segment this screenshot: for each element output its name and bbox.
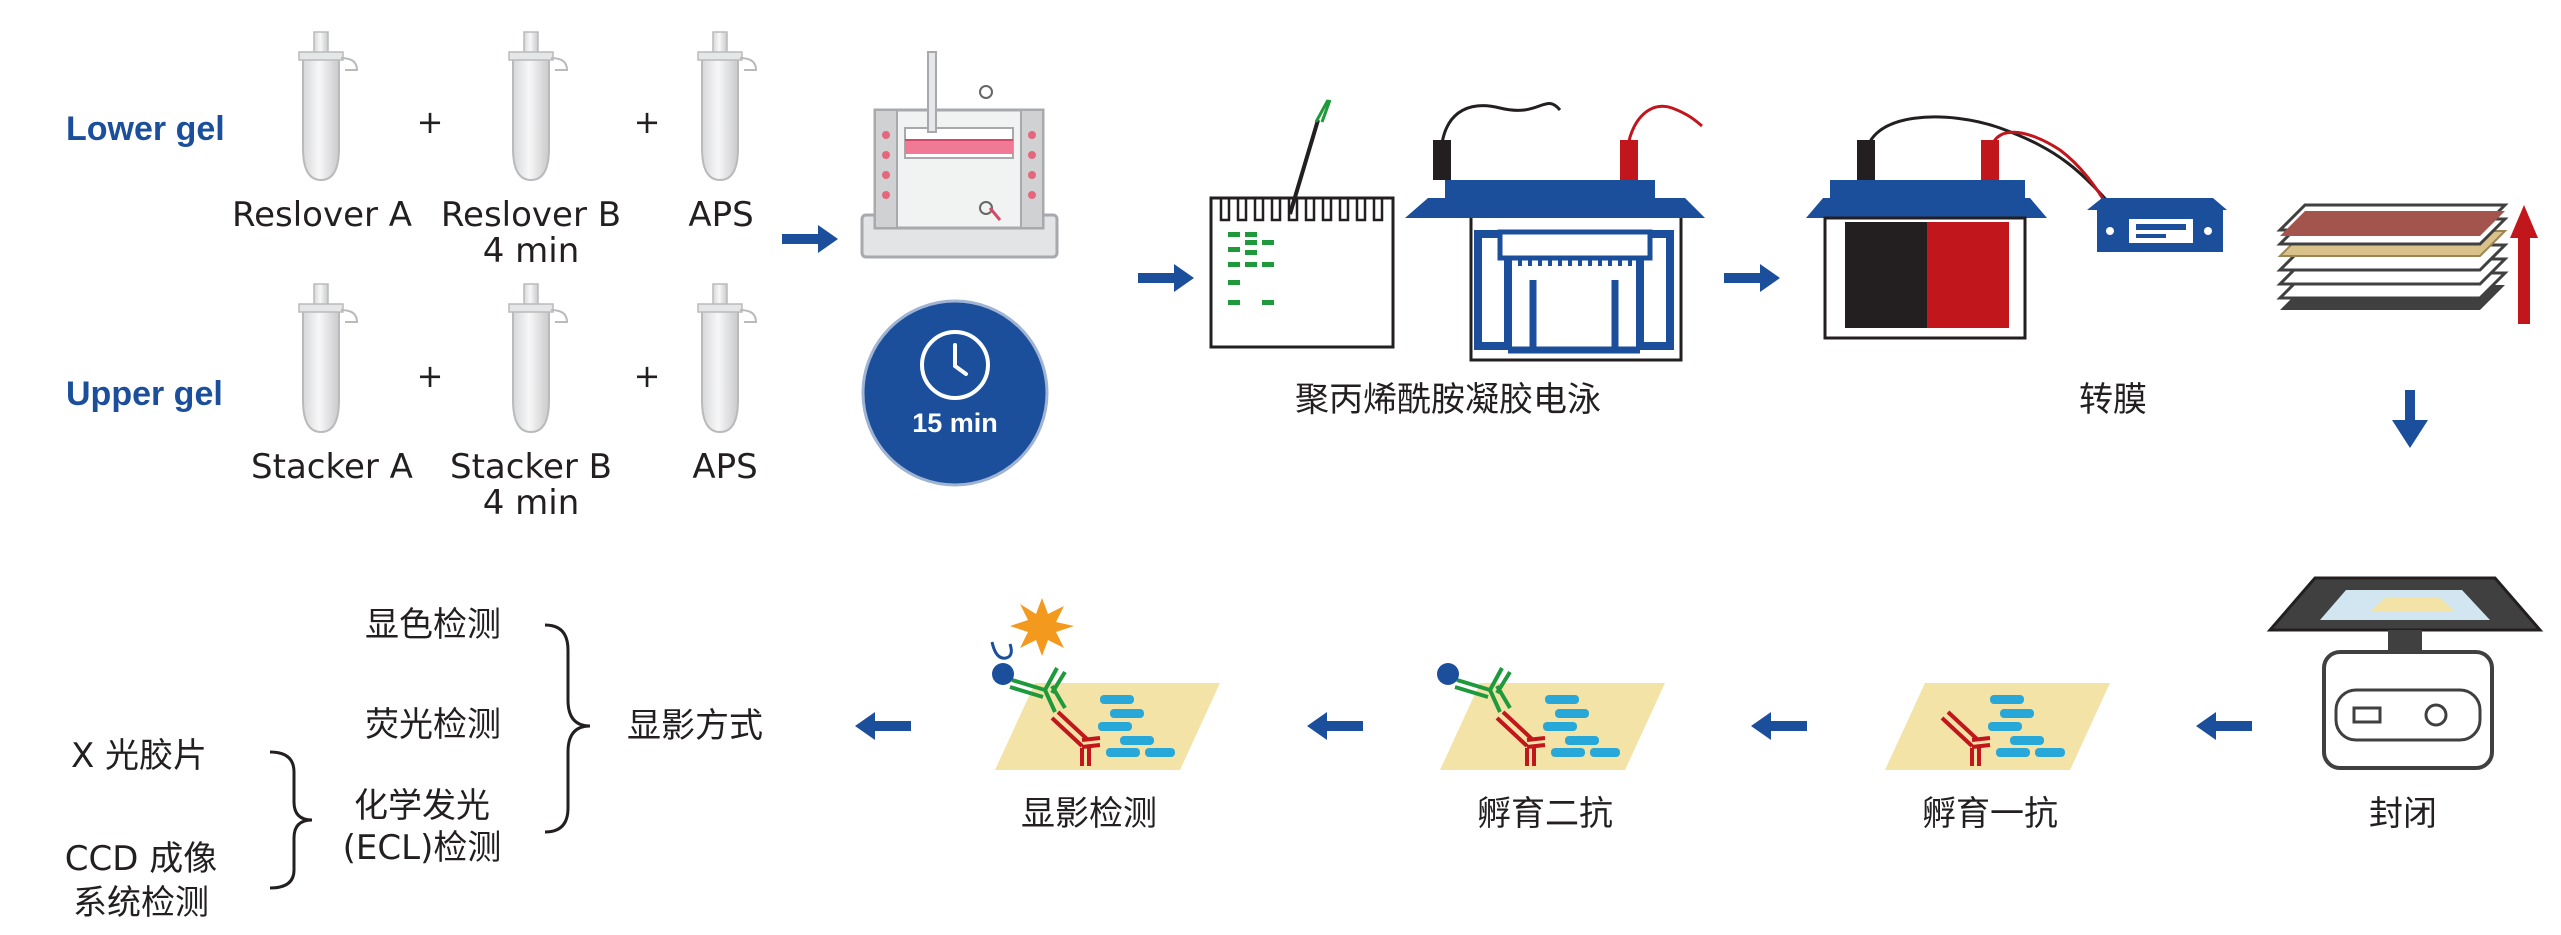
- method-ecl-line1: 化学发光: [354, 786, 490, 826]
- plus-sign: +: [416, 357, 444, 395]
- timer-icon: [861, 299, 1049, 487]
- shaker-icon: [2266, 576, 2544, 770]
- step-transfer: 转膜: [2079, 380, 2147, 420]
- step-methods: 显影方式: [627, 706, 763, 746]
- lower-gel-time: 4 min: [482, 231, 580, 271]
- aps-upper-label: APS: [692, 447, 758, 487]
- step-primary-antibody: 孵育一抗: [1922, 794, 2058, 834]
- method-ccd-line1: CCD 成像: [64, 839, 218, 879]
- plus-sign: +: [633, 357, 661, 395]
- step-electrophoresis: 聚丙烯酰胺凝胶电泳: [1295, 380, 1601, 420]
- tube-aps-upper: [697, 283, 757, 433]
- upper-gel-time: 4 min: [482, 483, 580, 523]
- primary-antibody-icon: [1885, 683, 2110, 770]
- gel-bands-icon: [1209, 99, 1395, 349]
- method-xray: X 光胶片: [70, 736, 208, 776]
- gel-casting-icon: [860, 51, 1059, 259]
- detection-icon: [990, 598, 1220, 770]
- tube-stacker-b: [508, 283, 568, 433]
- arrow-right-1: [782, 225, 838, 253]
- tube-stacker-a: [298, 283, 358, 433]
- timer-label: 15 min: [912, 408, 998, 438]
- tube-reslover-a: [298, 31, 358, 181]
- step-blocking: 封闭: [2369, 794, 2437, 834]
- brace-right: [544, 623, 591, 834]
- step-secondary-antibody: 孵育二抗: [1477, 794, 1613, 834]
- arrow-left-3: [1307, 712, 1363, 740]
- plus-sign: +: [633, 103, 661, 141]
- transfer-sandwich-icon: [2276, 203, 2538, 324]
- upper-gel-title: Upper gel: [66, 375, 223, 413]
- transfer-tank-icon: [1806, 115, 2122, 340]
- arrow-down: [2392, 390, 2428, 448]
- method-fluorescent: 荧光检测: [365, 705, 501, 745]
- plus-sign: +: [416, 103, 444, 141]
- stacker-b-label: Stacker B: [450, 447, 612, 487]
- tube-aps-lower: [697, 31, 757, 181]
- lower-gel-title: Lower gel: [66, 110, 225, 148]
- electrophoresis-tank-icon: [1405, 102, 1705, 362]
- aps-lower-label: APS: [688, 195, 754, 235]
- arrow-right-3: [1724, 264, 1780, 292]
- power-supply-icon: [2087, 198, 2227, 252]
- reslover-a-label: Reslover A: [231, 195, 413, 235]
- arrow-left-4: [855, 712, 911, 740]
- arrow-right-2: [1138, 264, 1194, 292]
- brace-left: [269, 750, 313, 890]
- stacker-a-label: Stacker A: [251, 447, 413, 487]
- step-detection: 显影检测: [1021, 794, 1157, 834]
- method-chromogenic: 显色检测: [365, 605, 501, 645]
- reslover-b-label: Reslover B: [440, 195, 622, 235]
- tube-reslover-b: [508, 31, 568, 181]
- method-ecl-line2: (ECL)检测: [342, 828, 502, 868]
- arrow-left-2: [1751, 712, 1807, 740]
- method-ccd-line2: 系统检测: [73, 883, 209, 923]
- secondary-antibody-icon: [1437, 663, 1665, 770]
- arrow-left-1: [2196, 712, 2252, 740]
